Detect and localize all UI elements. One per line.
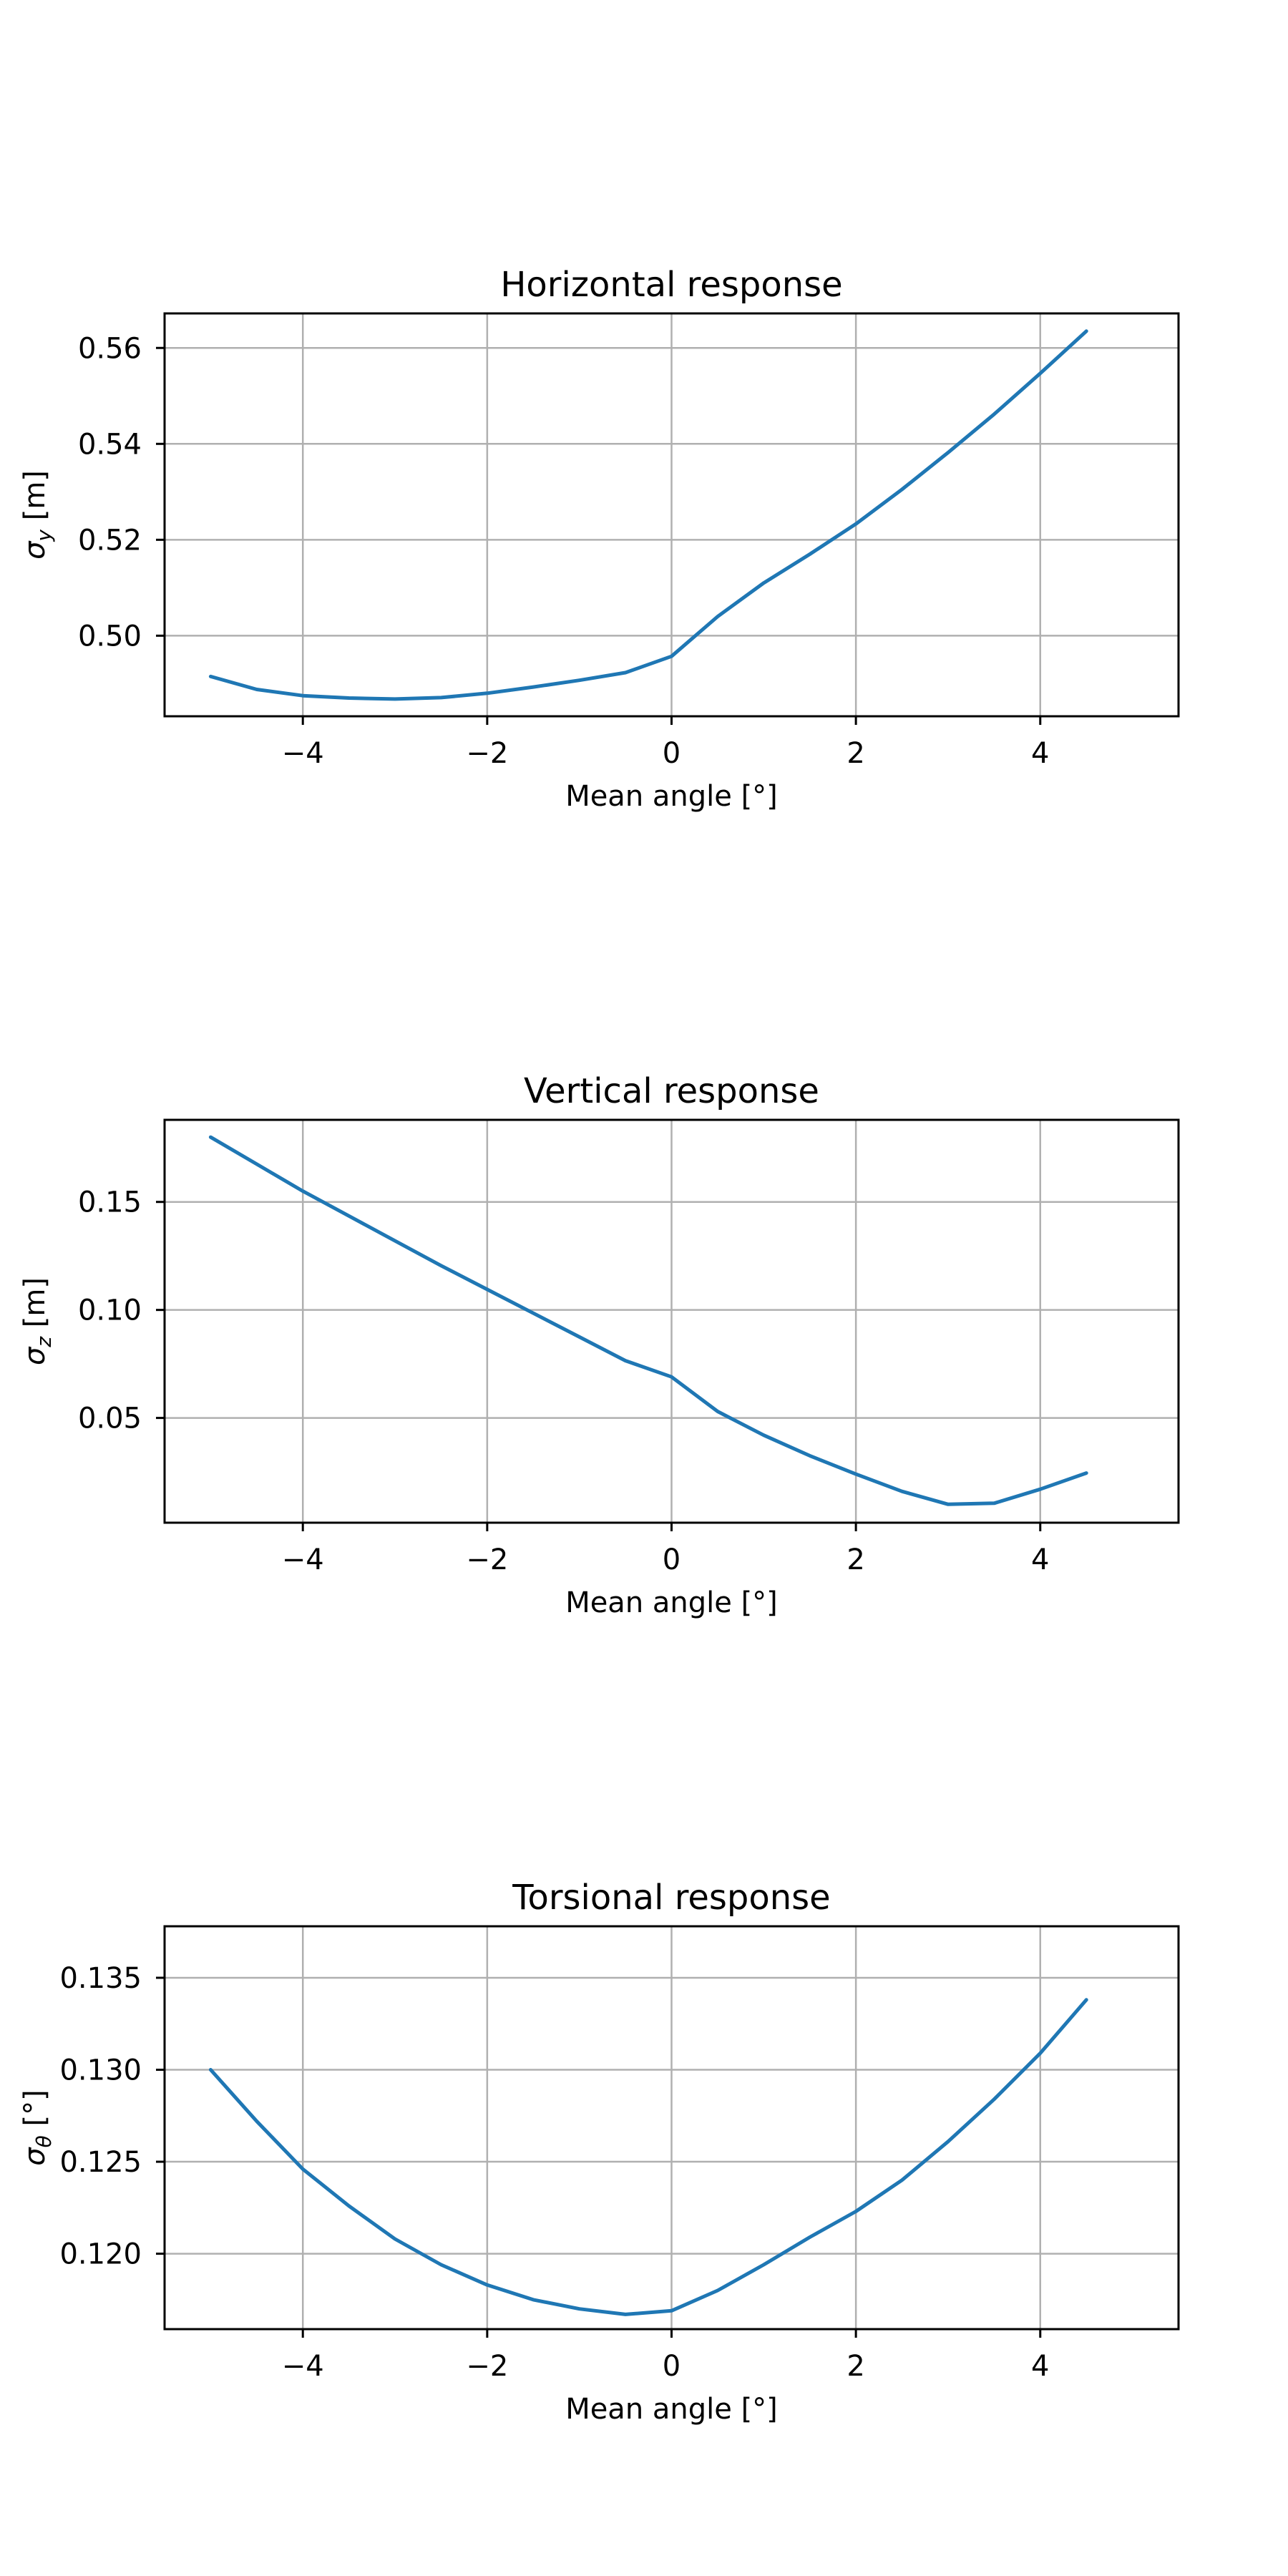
y-axis-label-unit: [°] — [19, 2089, 52, 2135]
y-axis-label-unit: [m] — [19, 470, 52, 530]
y-tick-label: 0.56 — [78, 332, 142, 365]
y-tick-label: 0.05 — [78, 1402, 142, 1435]
y-axis-label-subscript: z — [32, 1336, 56, 1348]
y-axis-label: σz [m] — [19, 1277, 56, 1365]
x-tick-label: −2 — [466, 1543, 508, 1576]
y-tick-label: 0.125 — [59, 2146, 142, 2179]
x-tick-label: 4 — [1031, 1543, 1049, 1576]
y-tick-label: 0.52 — [78, 524, 142, 557]
y-axis-label-subscript: y — [32, 530, 56, 542]
y-axis-label: σθ [°] — [19, 2089, 56, 2165]
x-axis-label: Mean angle [°] — [565, 1586, 778, 1619]
chart-3: −4 −2 0 2 4 0.120 0.125 0.130 0.135 Torsional res… — [19, 1878, 1180, 2426]
x-tick-label: −2 — [466, 2350, 508, 2383]
series-line — [208, 1135, 1088, 1506]
chart-1: −4 −2 0 2 4 0.50 0.52 0.54 0.56 Horizontal respon… — [19, 265, 1180, 813]
x-tick-label: −2 — [466, 737, 508, 770]
series-line — [208, 329, 1088, 701]
y-tick-label: 0.135 — [59, 1962, 142, 1995]
x-axis-label: Mean angle [°] — [565, 2393, 778, 2426]
y-axis-label-symbol: σ — [19, 2147, 52, 2166]
x-tick-label: −4 — [282, 1543, 324, 1576]
y-axis-label-unit: [m] — [19, 1277, 52, 1337]
chart-title: Vertical response — [524, 1071, 819, 1111]
x-tick-label: 2 — [847, 1543, 864, 1576]
x-tick-label: 4 — [1031, 737, 1049, 770]
y-tick-label: 0.130 — [59, 2054, 142, 2087]
x-tick-label: −4 — [282, 737, 324, 770]
x-axis-label: Mean angle [°] — [565, 780, 778, 813]
y-tick-label: 0.54 — [78, 428, 142, 461]
x-tick-label: 0 — [663, 1543, 680, 1576]
y-axis-label-symbol: σ — [19, 540, 52, 560]
y-tick-label: 0.120 — [59, 2238, 142, 2271]
series-line — [208, 1998, 1088, 2316]
y-tick-label: 0.15 — [78, 1186, 142, 1219]
x-tick-label: 4 — [1031, 2350, 1049, 2383]
y-tick-label: 0.50 — [78, 620, 142, 653]
y-axis-label-symbol: σ — [19, 1346, 52, 1365]
x-tick-label: 0 — [663, 2350, 680, 2383]
x-tick-label: 0 — [663, 737, 680, 770]
chart-title: Torsional response — [512, 1878, 830, 1918]
x-tick-label: 2 — [847, 737, 864, 770]
y-axis-label: σy [m] — [19, 470, 56, 560]
y-axis-label-subscript: θ — [32, 2135, 56, 2147]
y-tick-label: 0.10 — [78, 1294, 142, 1327]
chart-title: Horizontal response — [500, 265, 842, 305]
chart-2: −4 −2 0 2 4 0.05 0.10 0.15 Vertical response Mean… — [19, 1071, 1180, 1619]
x-tick-label: 2 — [847, 2350, 864, 2383]
x-tick-label: −4 — [282, 2350, 324, 2383]
